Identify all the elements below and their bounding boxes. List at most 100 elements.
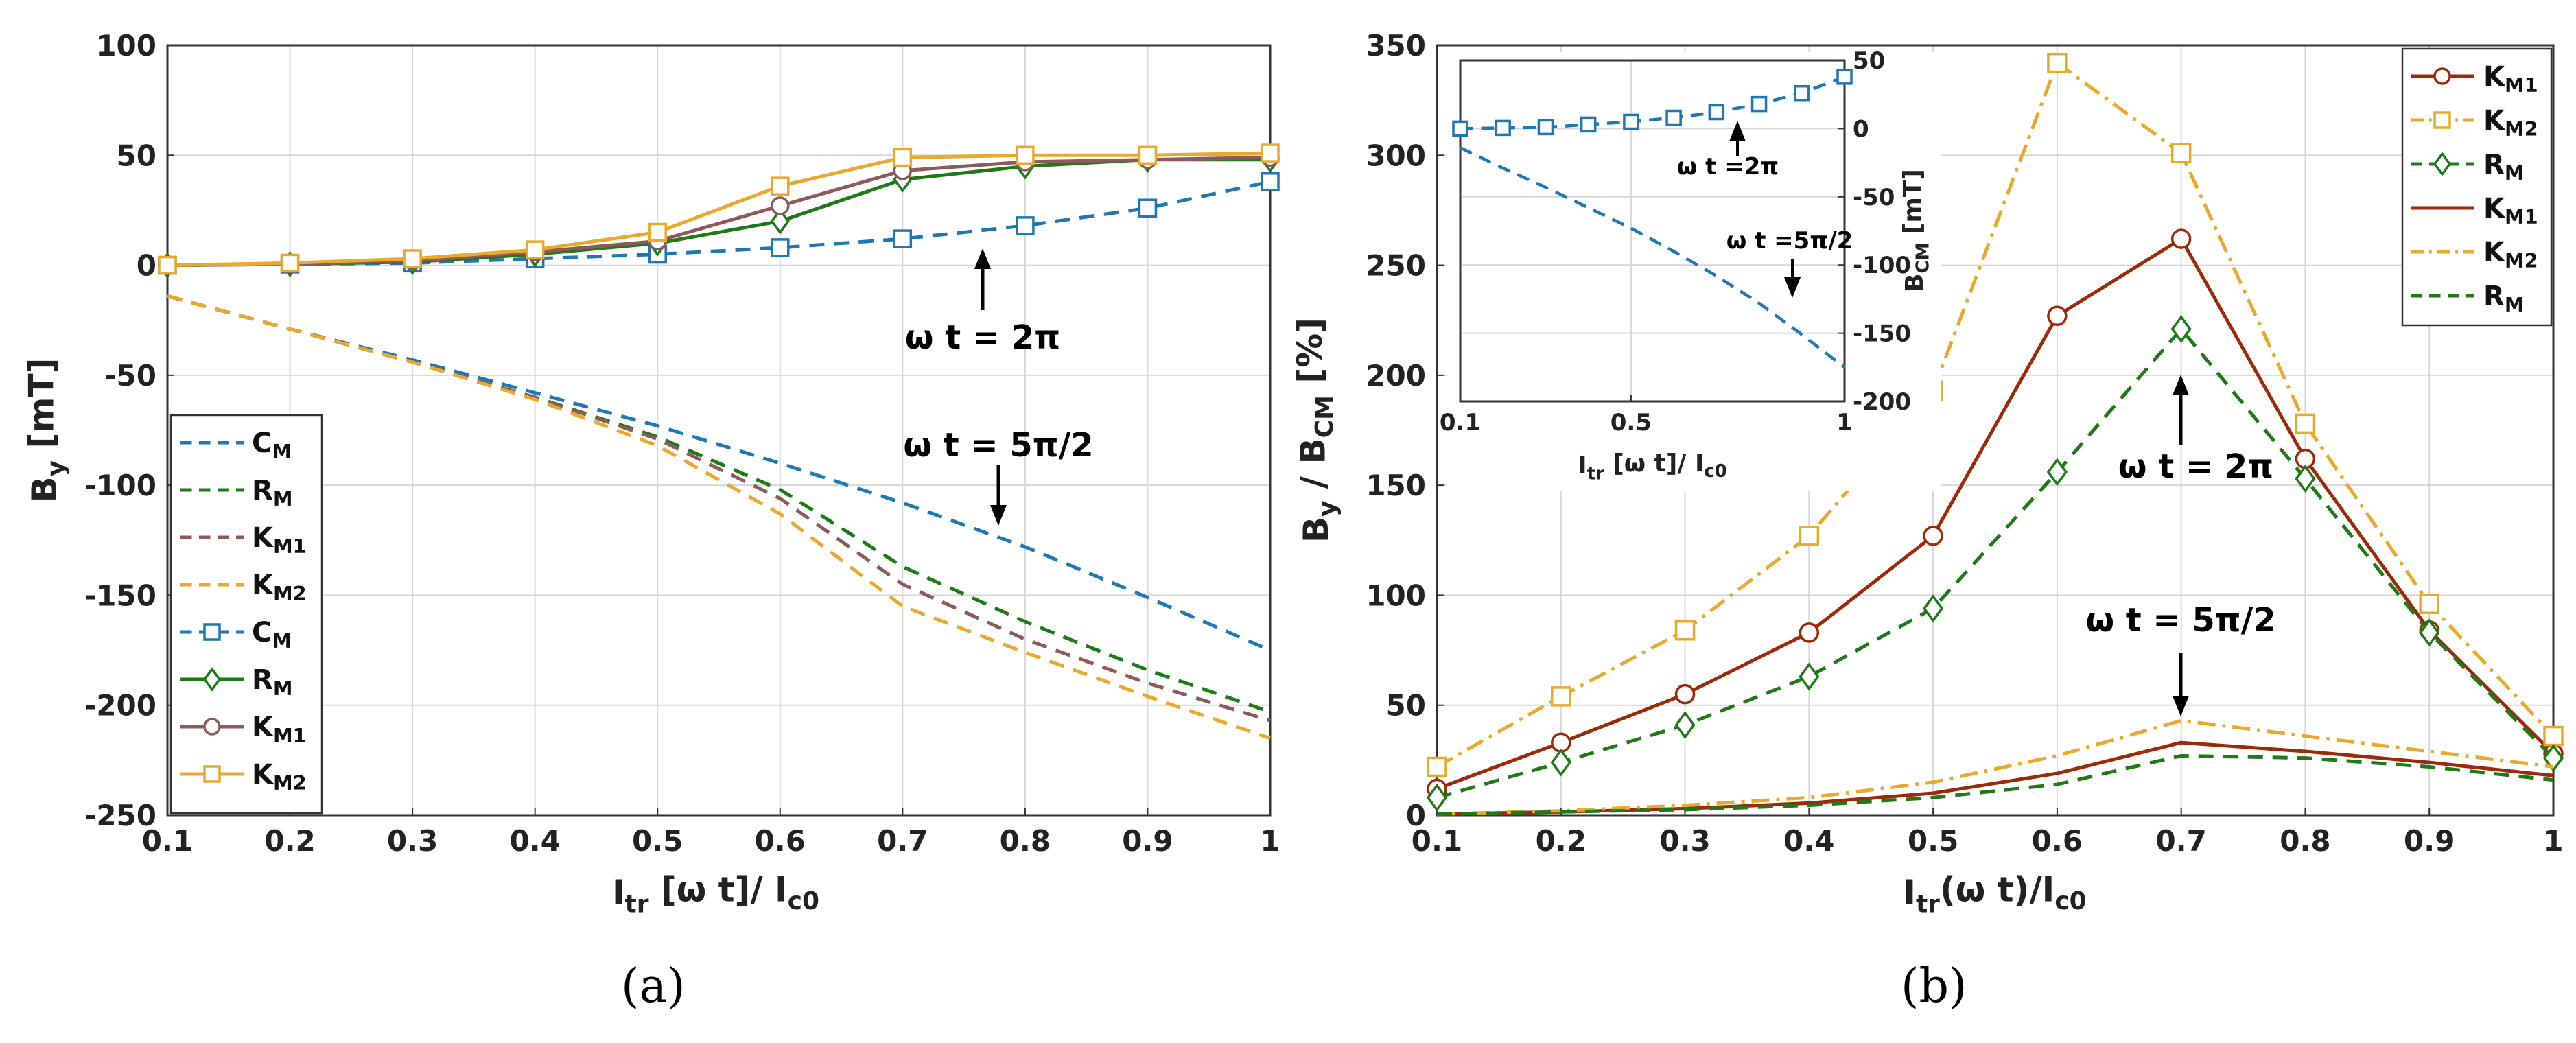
legend-label: KM1 (2483, 61, 2538, 97)
series-K_M2-5pi2 (167, 294, 1271, 740)
chart-a: 0.1 0.2 0.3 0.4 0.5 0.6 0.7 0.8 0.9 1 -250 -200 -150… (22, 29, 1280, 919)
legend-label: KM2 (252, 759, 307, 795)
y-tick-label: -50 (1853, 184, 1895, 211)
data-point (1923, 526, 1943, 546)
label-part-sub: CM (1912, 243, 1933, 274)
label-part-main: B (25, 476, 65, 502)
legend-label: RM (252, 475, 292, 511)
x-tick-label: 0.5 (1611, 409, 1652, 436)
label-part-sub2: c0 (1704, 461, 1726, 482)
series-line (1460, 75, 1845, 130)
arrow-head (974, 248, 991, 269)
inset-annotation-2pi: ω t =2π (1677, 153, 1779, 180)
legend-item: RM (2411, 281, 2524, 316)
x-tick-label: 0.9 (1122, 824, 1173, 858)
legend-item: KM2 (2411, 105, 2538, 141)
y-tick-label: 50 (117, 139, 156, 172)
legend-label-main: K (2483, 61, 2506, 93)
series-C_M-2pi (1452, 69, 1853, 137)
data-point (525, 240, 545, 259)
legend-label-sub: M (273, 487, 293, 511)
data-point (1922, 594, 1944, 623)
data-point (1674, 711, 1696, 740)
legend-label-sub: M2 (273, 582, 307, 605)
label-part-sub: tr (625, 891, 649, 919)
x-axis-label: Itr(ω t)/Ic0 (1903, 870, 2086, 919)
legend-label-main: R (252, 475, 273, 506)
arrow-head (1729, 121, 1746, 141)
series-line (167, 294, 1271, 740)
inset-x-axis-label: Itr [ω t]/ Ic0 (1578, 449, 1727, 484)
data-point (2047, 305, 2068, 327)
series-line (167, 294, 1271, 652)
legend-item: RM (180, 664, 292, 700)
legend-label-sub: M2 (2505, 117, 2538, 141)
x-tick-label: 0.4 (1783, 824, 1834, 858)
label-part-rest: [ω t]/ I (649, 870, 788, 910)
label-part-main: I (612, 873, 625, 913)
data-point (1550, 748, 1571, 777)
data-point (1750, 95, 1768, 113)
data-point (403, 249, 422, 268)
legend-label: CM (252, 427, 292, 463)
data-point (2419, 594, 2439, 615)
legend-label: KM1 (252, 712, 307, 747)
data-point (1427, 756, 1447, 777)
x-tick-label: 0.4 (509, 824, 560, 858)
arrow-head (2173, 696, 2189, 716)
series-R_M-2pi (1426, 315, 2564, 812)
data-point (2295, 413, 2316, 434)
data-point (1674, 683, 1696, 705)
legend-label-sub: M1 (2505, 73, 2538, 97)
legend-marker (203, 765, 221, 783)
x-tick-label: 0.7 (877, 824, 928, 858)
y-tick-label: 50 (1853, 47, 1885, 75)
legend-label-main: K (252, 759, 274, 790)
legend-label-main: C (252, 617, 272, 648)
x-tick-label: 0.1 (1440, 409, 1481, 436)
legend-item: CM (180, 617, 292, 653)
series-K_M1-5pi2 (167, 294, 1271, 723)
y-tick-label: 150 (1366, 469, 1426, 502)
y-tick-label: -150 (84, 578, 156, 612)
data-point (2543, 725, 2564, 747)
data-point (648, 222, 667, 242)
x-tick-label: 0.8 (2280, 824, 2330, 858)
data-point (893, 229, 913, 248)
data-point (1708, 104, 1725, 121)
arrow-2pi (974, 248, 991, 310)
data-point (1551, 686, 1571, 707)
annotation-2pi: ω t = 2π (2118, 447, 2273, 486)
y-axis-label: By / BCM [%] (1290, 318, 1342, 543)
legend-item: KM2 (2411, 237, 2538, 272)
legend-item: RM (2411, 149, 2524, 185)
y-tick-label: 250 (1366, 249, 1426, 283)
legend-item: KM1 (180, 522, 307, 558)
inset-arrow-2pi (1729, 121, 1746, 156)
series-line (1436, 327, 2555, 799)
legend-label: RM (252, 664, 292, 700)
panel-label-a: (a) (621, 959, 686, 1013)
label-part-sub2: c0 (2054, 887, 2086, 915)
data-point (2170, 228, 2192, 249)
label-part-sub2: c0 (788, 887, 819, 915)
legend-marker (203, 623, 221, 641)
label-part-rest: [mT] (1899, 169, 1927, 243)
legend-marker (2433, 111, 2451, 129)
legend-label-main: K (2483, 193, 2506, 224)
x-tick-label: 0.3 (1659, 824, 1710, 858)
chart-b-inset: 0.1 0.5 1-200 -150 -100 -50 0 50 Itr [ω t]/ Ic0 B… (1440, 47, 1941, 491)
series-C_M-5pi2 (167, 294, 1271, 652)
legend-label-main: K (252, 522, 274, 554)
series-line (1436, 237, 2555, 790)
axes-frame (1436, 44, 2555, 817)
data-point (2170, 143, 2192, 163)
legend-label-sub: M (273, 677, 293, 700)
x-tick-label: 0.8 (1000, 824, 1051, 858)
arrow-head (1784, 277, 1801, 298)
series-line (167, 294, 1271, 714)
data-point (1016, 216, 1035, 235)
y-axis-label: By [mT] (22, 358, 71, 503)
label-part-main: B (1296, 517, 1336, 543)
